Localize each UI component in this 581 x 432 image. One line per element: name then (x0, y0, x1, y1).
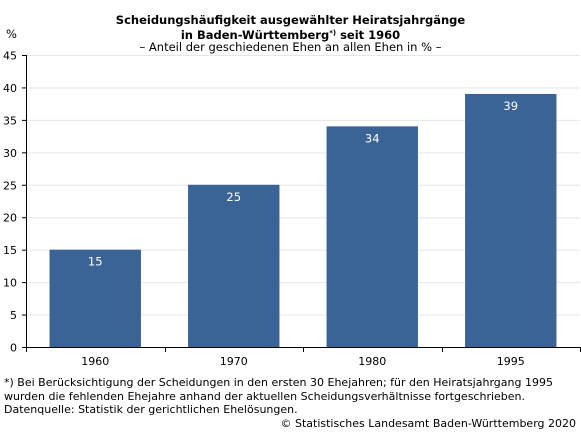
y-tick-label: 0 (10, 342, 17, 355)
y-tick-label: 10 (3, 277, 17, 290)
bar (49, 249, 141, 347)
bar-data-labels: 15 25 34 39 (88, 99, 518, 269)
y-tick-label: 15 (3, 244, 17, 257)
axes (22, 55, 581, 352)
footnote-line: *) Bei Berücksichtigung der Scheidungen … (4, 376, 553, 389)
chart-title-line2-suffix: seit 1960 (336, 28, 401, 42)
y-tick-labels: 0 5 10 15 20 25 30 35 40 45 (3, 50, 17, 355)
bar-data-label: 15 (88, 255, 103, 269)
x-tick-label: 1980 (358, 355, 386, 368)
x-tick-label: 1960 (81, 355, 109, 368)
x-tick-labels: 1960 1970 1980 1995 (81, 355, 525, 368)
bar-data-label: 39 (503, 99, 518, 113)
y-tick-label: 30 (3, 147, 17, 160)
y-tick-label: 25 (3, 179, 17, 192)
chart-title-line1: Scheidungshäufigkeit ausgewählter Heirat… (115, 13, 466, 27)
bar-data-label: 34 (365, 131, 380, 145)
bar (326, 126, 418, 347)
y-tick-label: 40 (3, 82, 17, 95)
footnote-marker: *) (329, 29, 337, 37)
chart-subtitle: – Anteil der geschiedenen Ehen an allen … (139, 40, 442, 54)
footnote-source: Datenquelle: Statistik der gerichtlichen… (4, 403, 298, 416)
bars (49, 93, 557, 347)
y-tick-label: 20 (3, 212, 17, 225)
x-tick-label: 1995 (497, 355, 525, 368)
bar-data-label: 25 (226, 190, 241, 204)
y-tick-label: 35 (3, 114, 17, 127)
bar (188, 184, 280, 347)
x-tick-label: 1970 (220, 355, 248, 368)
copyright-notice: © Statistisches Landesamt Baden-Württemb… (280, 417, 576, 430)
chart-title-line2-text: in Baden-Württemberg (180, 28, 330, 42)
chart-title-line2: in Baden-Württemberg*) seit 1960 (0, 27, 581, 42)
y-axis-unit-label: % (6, 27, 17, 41)
bar (465, 93, 557, 347)
y-tick-label: 45 (3, 50, 17, 63)
y-tick-label: 5 (10, 309, 17, 322)
footnote: *) Bei Berücksichtigung der Scheidungen … (4, 376, 553, 417)
footnote-line: wurden die fehlenden Ehejahre anhand der… (4, 389, 526, 403)
